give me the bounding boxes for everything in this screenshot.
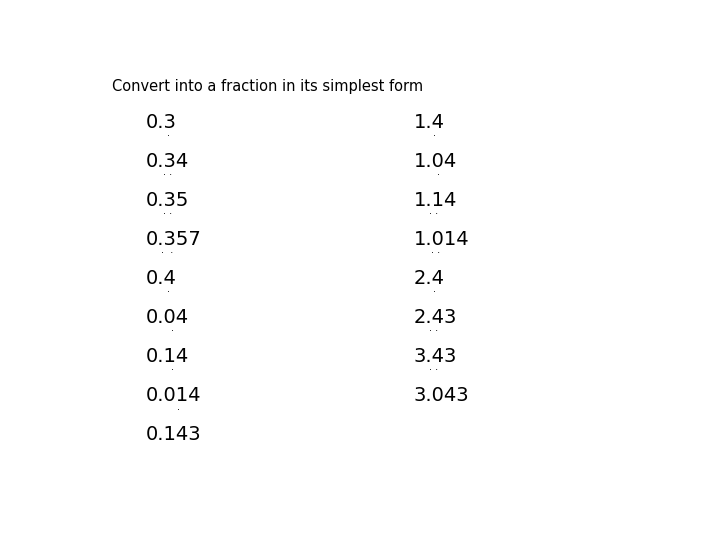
Text: 0.14: 0.14 [145,347,189,366]
Text: 0.143: 0.143 [145,426,202,444]
Text: 0.014: 0.014 [145,386,202,405]
Text: 1.14: 1.14 [413,191,457,210]
Text: . .: . . [429,323,438,333]
Text: 0.34: 0.34 [145,152,189,171]
Text: . .: . . [429,362,438,373]
Text: 1.04: 1.04 [413,152,457,171]
Text: 0.4: 0.4 [145,269,176,288]
Text: .: . [433,128,436,138]
Text: . .: . . [429,206,438,216]
Text: .: . [177,402,180,411]
Text: .: . [433,284,436,294]
Text: 0.04: 0.04 [145,308,189,327]
Text: .: . [167,128,170,138]
Text: .: . [437,167,440,177]
Text: .: . [171,362,174,373]
Text: .  .: . . [161,245,174,255]
Text: .: . [167,284,170,294]
Text: Convert into a fraction in its simplest form: Convert into a fraction in its simplest … [112,79,423,94]
Text: 2.4: 2.4 [413,269,445,288]
Text: 1.4: 1.4 [413,113,445,132]
Text: 0.357: 0.357 [145,230,202,249]
Text: 0.35: 0.35 [145,191,189,210]
Text: .: . [171,323,174,333]
Text: 1.014: 1.014 [413,230,469,249]
Text: . .: . . [163,206,171,216]
Text: 0.3: 0.3 [145,113,176,132]
Text: . .: . . [163,167,171,177]
Text: 3.043: 3.043 [413,386,469,405]
Text: 2.43: 2.43 [413,308,457,327]
Text: . .: . . [431,245,441,255]
Text: 3.43: 3.43 [413,347,457,366]
